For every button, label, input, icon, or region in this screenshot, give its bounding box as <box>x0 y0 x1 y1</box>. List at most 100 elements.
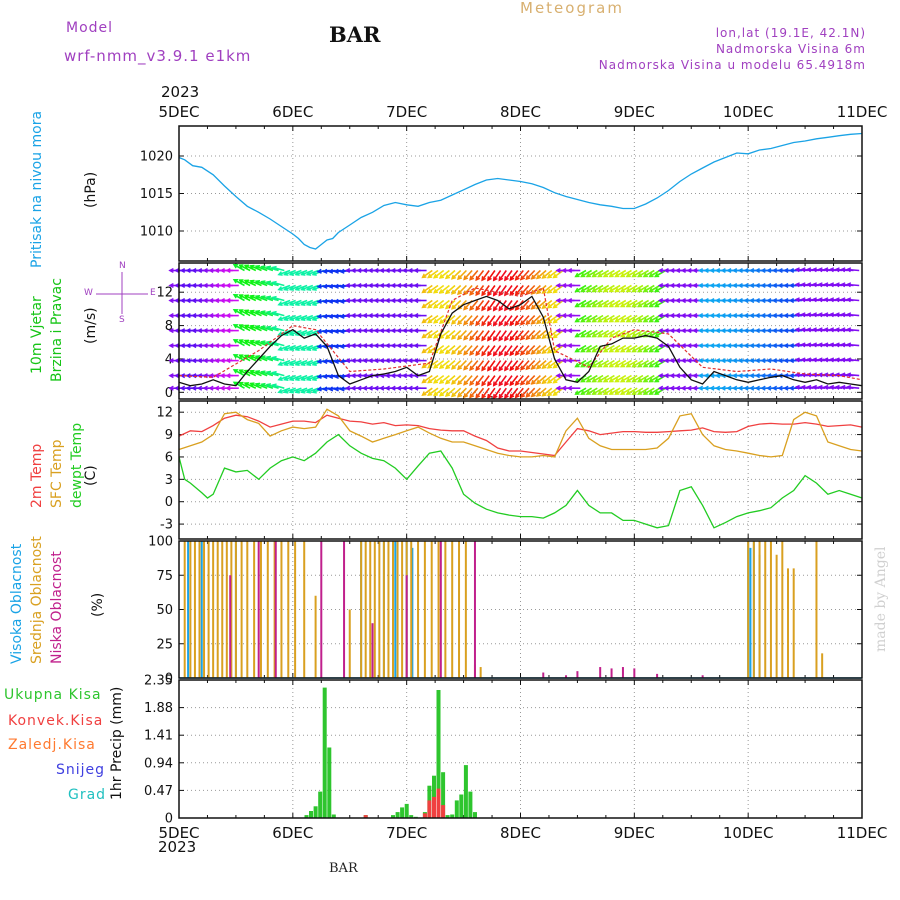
wind-arrow-head <box>546 273 552 279</box>
wind-arrow <box>451 315 462 325</box>
wind-arrow-head <box>277 316 283 321</box>
wind-arrow <box>439 374 450 384</box>
wind-arrow <box>525 387 536 398</box>
wind-arrow <box>597 329 610 338</box>
wind-arrow-head <box>794 312 800 318</box>
wind-arrow-head <box>294 286 300 291</box>
wind-arrow-head <box>271 355 277 361</box>
wind-arrow-head <box>760 312 766 319</box>
wind-arrow-head <box>378 297 385 304</box>
wind-arrow <box>575 314 587 323</box>
wind-arrow-head <box>367 282 373 289</box>
wind-arrow <box>457 315 467 325</box>
wind-arrow <box>295 374 308 381</box>
wind-arrow-head <box>316 313 322 319</box>
wind-arrow <box>603 329 615 338</box>
wind-arrow <box>615 299 627 308</box>
wind-arrow-head <box>726 297 732 304</box>
wind-arrow-head <box>648 317 654 323</box>
wind-arrow-head <box>378 312 385 319</box>
wind-arrow <box>525 345 536 355</box>
wind-arrow-head <box>703 385 709 391</box>
wind-arrow-head <box>555 343 561 349</box>
wind-arrow-head <box>401 328 408 334</box>
wind-arrow <box>632 299 644 308</box>
wind-arrow <box>422 344 433 354</box>
wind-arrow <box>504 360 513 371</box>
wind-arrow <box>493 330 502 341</box>
wind-arrow-head <box>373 297 379 304</box>
wind-arrow-head <box>344 312 351 319</box>
wind-arrow-head <box>766 297 772 304</box>
wind-arrow-head <box>731 328 738 334</box>
wind-arrow-head <box>238 324 244 329</box>
wind-arrow <box>457 345 467 355</box>
wind-arrow <box>609 314 621 323</box>
wind-arrow-head <box>817 327 823 333</box>
wind-arrow-head <box>822 282 829 288</box>
wind-arrow-head <box>327 358 334 364</box>
wind-arrow-head <box>794 357 800 363</box>
wind-arrow-head <box>356 328 362 334</box>
wind-arrow <box>504 330 513 341</box>
wind-arrow-head <box>316 283 322 289</box>
wind-arrow-head <box>580 302 586 308</box>
wind-arrow-head <box>168 385 174 391</box>
wind-arrow-head <box>504 321 509 327</box>
wind-arrow-head <box>834 357 840 363</box>
wind-arrow-head <box>783 297 789 304</box>
wind-arrow-head <box>492 276 498 282</box>
wind-arrow <box>451 345 462 355</box>
wind-arrow-head <box>561 343 567 349</box>
wind-arrow <box>439 284 450 294</box>
wind-arrow-head <box>663 385 669 391</box>
wind-arrow-head <box>585 390 591 395</box>
wind-arrow <box>609 374 621 383</box>
wind-arrow-head <box>481 351 486 357</box>
wind-arrow-head <box>535 392 542 397</box>
wind-arrow-head <box>421 303 427 309</box>
wind-arrow-head <box>367 385 373 391</box>
wind-arrow-head <box>481 381 486 387</box>
wind-arrow <box>575 299 587 308</box>
wind-arrow-head <box>648 287 654 293</box>
wind-arrow <box>649 314 661 323</box>
wind-arrow-head <box>535 349 542 355</box>
wind-arrow-head <box>703 312 709 319</box>
wind-arrow-head <box>614 317 620 323</box>
wind-arrow-head <box>432 363 439 369</box>
wind-arrow <box>445 284 456 295</box>
wind-arrow-head <box>614 390 620 395</box>
wind-arrow-head <box>444 379 451 385</box>
wind-arrow-head <box>591 317 597 323</box>
wind-arrow-head <box>574 302 580 308</box>
wind-arrow-head <box>566 267 573 274</box>
wind-arrow <box>654 299 666 308</box>
wind-arrow-head <box>196 267 203 274</box>
wind-arrow <box>603 344 615 353</box>
x-tick-label-top: 10DEC <box>723 103 774 121</box>
wind-arrow-head <box>311 286 317 291</box>
wind-arrow-head <box>339 283 345 289</box>
total_precip-bar <box>436 690 441 818</box>
wind-arrow-head <box>356 297 362 304</box>
wind-arrow-head <box>271 265 277 271</box>
wind-arrow-head <box>322 298 328 304</box>
wind-arrow-head <box>339 268 345 274</box>
wind-arrow <box>515 284 524 296</box>
wind-arrow-head <box>748 358 755 364</box>
wind-arrow-head <box>481 321 486 327</box>
wind-arrow <box>575 344 587 353</box>
wind-arrow-head <box>555 328 561 334</box>
wind-arrow-head <box>805 267 812 273</box>
wind-arrow <box>289 344 302 351</box>
wind-arrow-head <box>608 362 614 368</box>
wind-arrow-head <box>407 312 413 319</box>
wind-arrow-head <box>591 347 597 353</box>
wind-arrow-head <box>811 357 817 363</box>
wind-arrow-head <box>614 377 620 383</box>
wind-arrow-head <box>783 358 789 364</box>
wind-arrow-head <box>845 267 852 273</box>
wind-arrow <box>847 268 860 272</box>
wind-arrow <box>445 269 456 279</box>
